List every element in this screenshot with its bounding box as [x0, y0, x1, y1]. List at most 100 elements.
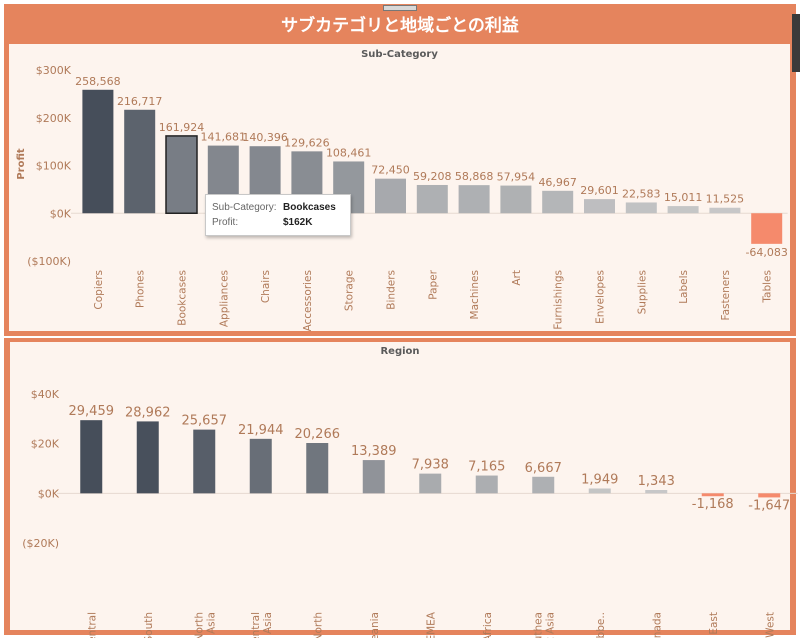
subcat-data-label: 140,396 [242, 131, 288, 144]
tooltip-key-subcategory: Sub-Category: [212, 202, 277, 213]
tooltip-value-subcategory: Bookcases [283, 202, 336, 213]
subcat-bar [416, 184, 448, 214]
subcat-bar [584, 199, 615, 214]
subcat-bar [375, 178, 406, 214]
subcat-bar [124, 109, 156, 214]
subcat-category-label: Chairs [260, 270, 272, 303]
subcat-bar [458, 185, 490, 214]
region-ytick-label: ($20K) [22, 537, 59, 550]
subcat-category-label: Envelopes [595, 270, 607, 324]
region-data-label: -1,168 [692, 497, 734, 512]
region-ytick-label: $40K [31, 388, 60, 401]
subcat-data-label: 72,450 [371, 164, 410, 177]
region-category-label: North [312, 612, 324, 638]
region-bar [249, 438, 272, 494]
subcat-category-label: Phones [135, 270, 147, 308]
subcat-category-label: Copiers [93, 270, 105, 310]
subcat-category-label: Supplies [636, 270, 648, 314]
region-data-label: 7,938 [412, 458, 449, 473]
subcat-data-label: -64,083 [745, 246, 787, 259]
subcat-bar [625, 202, 657, 214]
region-data-label: 25,657 [182, 414, 228, 429]
region-category-label: Southea [532, 612, 544, 638]
subcat-category-label: Binders [386, 270, 398, 310]
region-category-label: Canada [651, 612, 663, 638]
region-category-label: Africa [482, 612, 494, 638]
subcat-data-label: 216,717 [117, 95, 163, 108]
subcat-category-label: Fasteners [720, 270, 732, 320]
subcat-category-label: Accessories [302, 270, 314, 332]
subcat-data-label: 46,967 [538, 176, 577, 189]
subcat-category-label: Bookcases [177, 270, 189, 326]
subcat-data-label: 129,626 [284, 136, 330, 149]
subcat-category-label: Labels [678, 270, 690, 304]
subcat-ytick-label: $0K [50, 207, 72, 220]
region-category-label: Asia [205, 612, 217, 634]
subcat-data-label: 258,568 [75, 75, 121, 88]
region-bar [306, 443, 329, 494]
region-bar [136, 421, 159, 494]
tooltip-value-profit: $162K [283, 217, 313, 228]
region-bar [758, 493, 781, 498]
region-category-label: West [764, 612, 776, 638]
region-category-label: Central [250, 612, 262, 638]
region-category-label: North [193, 612, 205, 638]
region-bar [645, 489, 668, 494]
dashboard-title: サブカテゴリと地域ごとの利益 [281, 16, 519, 36]
region-data-label: 21,944 [238, 423, 284, 438]
region-bar [532, 476, 555, 494]
subcat-data-label: 59,208 [413, 170, 452, 183]
subcat-ytick-label: $100K [36, 160, 72, 173]
region-category-label: Central [86, 612, 98, 638]
subcat-data-label: 58,868 [455, 170, 494, 183]
subcat-y-axis-title: Profit [16, 148, 27, 180]
region-category-label: Caribbe.. [595, 612, 607, 638]
region-ytick-label: $0K [38, 487, 60, 500]
subcat-data-label: 22,583 [622, 187, 661, 200]
region-category-label: Asia [262, 612, 274, 634]
region-data-label: 20,266 [295, 427, 341, 442]
region-category-label: South [143, 612, 155, 638]
subcat-bar [165, 135, 198, 214]
region-bar [588, 488, 611, 494]
subcat-data-label: 29,601 [580, 184, 619, 197]
subcat-ytick-label: ($100K) [27, 255, 71, 268]
region-bar [701, 493, 724, 497]
region-data-label: 6,667 [525, 461, 562, 476]
region-bar [419, 473, 442, 494]
subcat-category-label: Paper [427, 269, 439, 299]
tooltip-key-profit: Profit: [212, 217, 239, 228]
subcat-bar [709, 207, 741, 214]
subcat-bar [751, 213, 783, 244]
region-category-label: st Asia [544, 612, 556, 638]
subcat-data-label: 11,525 [706, 193, 745, 206]
region-title: Region [380, 346, 420, 357]
tooltip: Sub-Category: Bookcases Profit: $162K [205, 194, 351, 236]
subcat-category-label: Appliances [218, 270, 230, 327]
subcat-category-label: Storage [344, 270, 356, 311]
subcat-category-label: Machines [469, 270, 481, 319]
subcat-bar [542, 190, 574, 214]
subcat-category-label: Tables [762, 270, 774, 304]
region-data-label: 28,962 [125, 405, 171, 420]
region-bar [193, 429, 216, 494]
region-data-label: 7,165 [468, 460, 505, 475]
subcat-ytick-label: $200K [36, 112, 72, 125]
subcat-data-label: 15,011 [664, 191, 703, 204]
scroll-edge[interactable] [792, 14, 800, 72]
region-data-label: -1,647 [748, 498, 790, 513]
subcat-category-label: Furnishings [553, 270, 565, 330]
drag-handle[interactable] [383, 5, 417, 11]
region-bar [475, 475, 498, 494]
subcat-category-label: Art [511, 270, 523, 286]
subcat-data-label: 161,924 [159, 121, 205, 134]
region-bar [362, 460, 385, 494]
subcat-bar [667, 206, 699, 214]
subcategory-title: Sub-Category [361, 49, 438, 60]
region-data-label: 13,389 [351, 444, 397, 459]
subcat-data-label: 108,461 [326, 146, 372, 159]
subcat-data-label: 141,681 [201, 131, 247, 144]
subcat-ytick-label: $300K [36, 64, 72, 77]
region-category-label: East [708, 612, 720, 635]
